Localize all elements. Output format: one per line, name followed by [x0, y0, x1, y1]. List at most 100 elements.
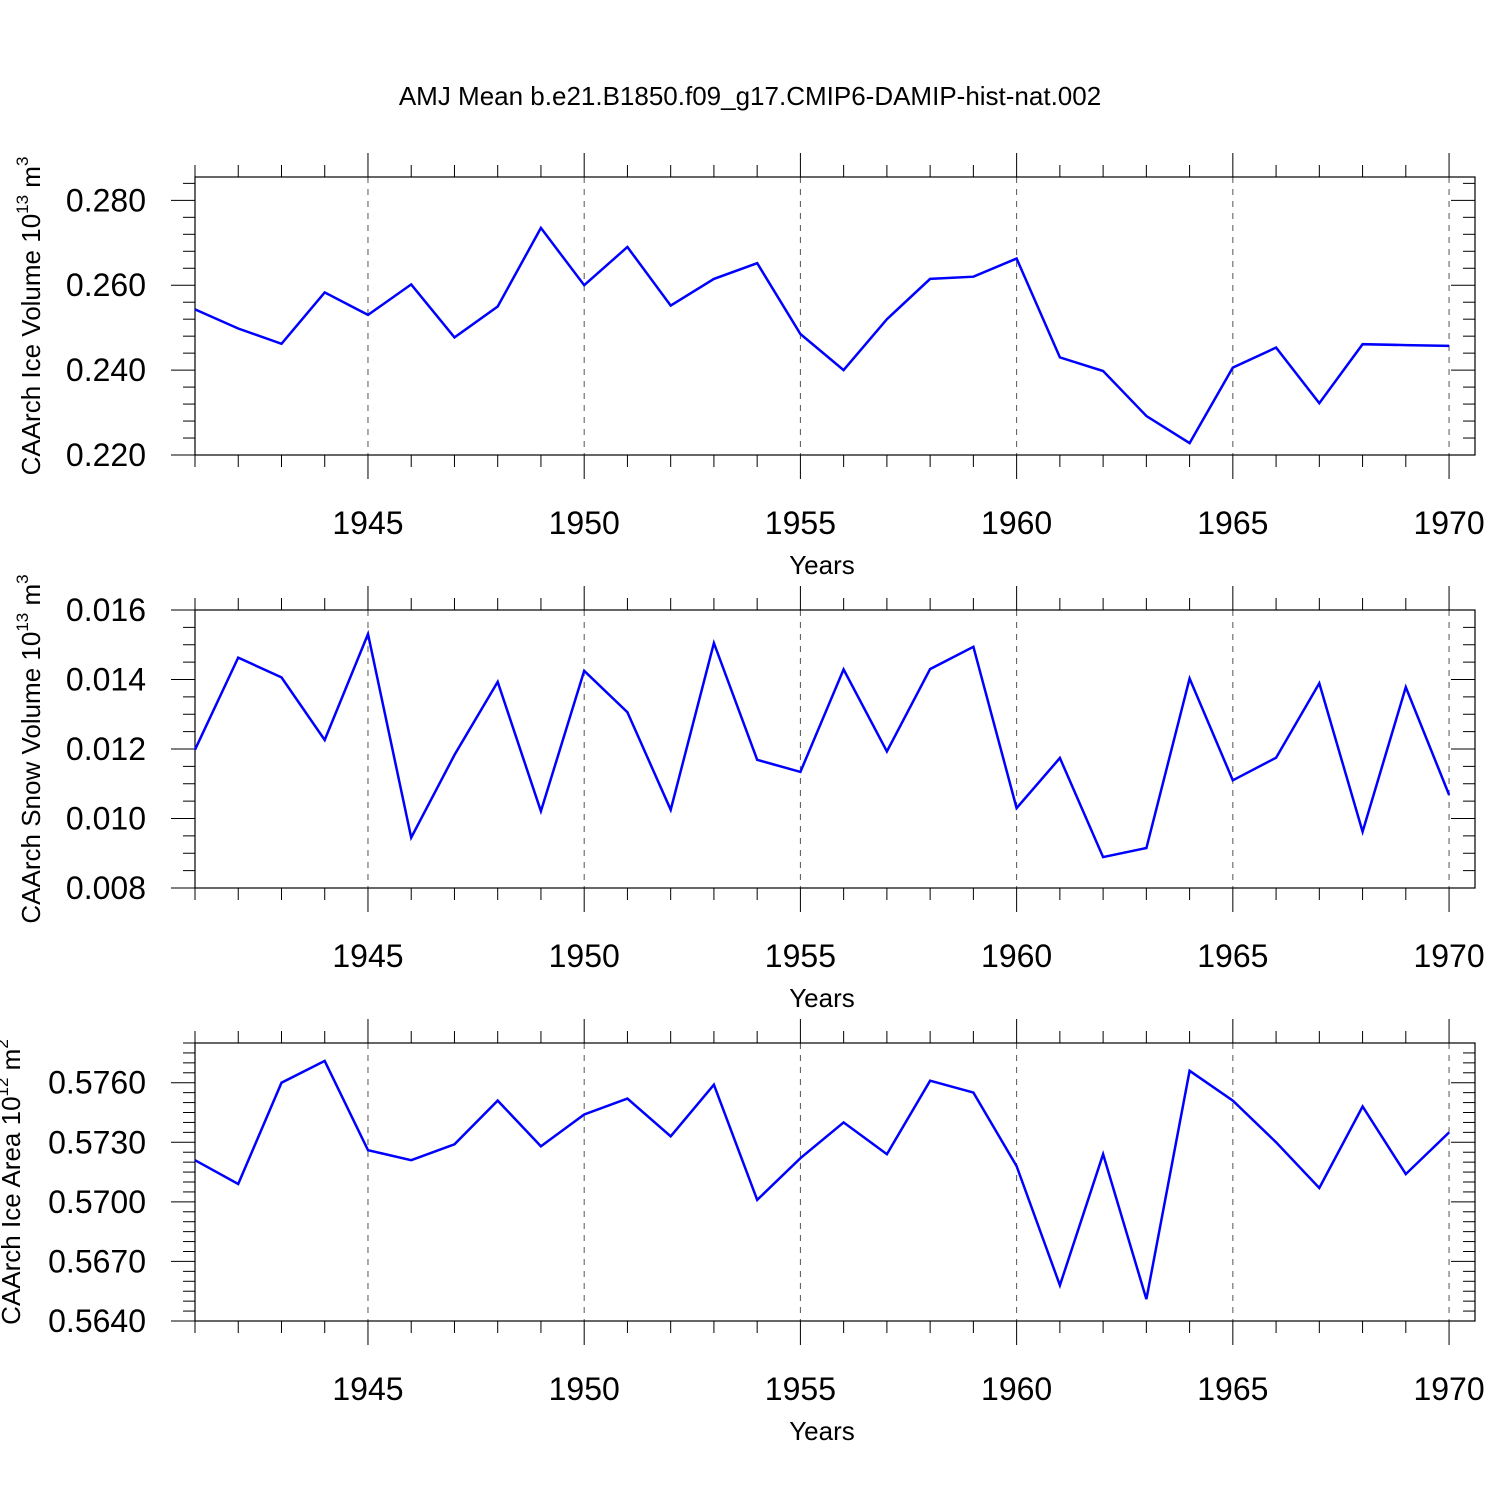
data-point — [1015, 806, 1019, 810]
data-point — [1144, 414, 1148, 418]
y-axis-label-unit-exponent: 3 — [13, 574, 32, 583]
data-point — [712, 277, 716, 281]
y-tick-label: 0.260 — [66, 267, 146, 303]
data-point — [1058, 1283, 1062, 1287]
data-point — [1188, 676, 1192, 680]
series-line — [193, 629, 1451, 859]
data-point — [669, 808, 673, 812]
data-point — [1404, 343, 1408, 347]
data-point — [496, 304, 500, 308]
x-tick-label: 1945 — [332, 505, 403, 541]
data-point — [842, 368, 846, 372]
data-point — [366, 313, 370, 317]
data-point — [842, 667, 846, 671]
data-point — [1058, 756, 1062, 760]
data-point — [323, 738, 327, 742]
data-point — [236, 327, 240, 331]
data-point — [1361, 342, 1365, 346]
data-point — [971, 275, 975, 279]
y-axis-label-unit: m — [16, 584, 46, 613]
data-point — [669, 304, 673, 308]
y-axis-label-exponent: 12 — [0, 1078, 12, 1097]
plot-frame — [194, 176, 1476, 456]
x-tick-label: 1960 — [981, 1371, 1052, 1407]
y-tick-label: 0.5730 — [48, 1124, 146, 1160]
data-point — [539, 809, 543, 813]
data-point — [236, 1182, 240, 1186]
data-point — [1361, 830, 1365, 834]
y-tick-label: 0.012 — [66, 731, 146, 767]
y-tick-label: 0.5670 — [48, 1243, 146, 1279]
y-tick-label: 0.280 — [66, 182, 146, 218]
data-point — [885, 317, 889, 321]
data-point — [1058, 355, 1062, 359]
data-point — [755, 261, 759, 265]
data-point — [452, 753, 456, 757]
data-point — [279, 1081, 283, 1085]
data-point — [885, 1152, 889, 1156]
data-point — [279, 675, 283, 679]
data-point — [366, 632, 370, 636]
data-point — [323, 1059, 327, 1063]
data-point — [1274, 346, 1278, 350]
data-point — [1231, 366, 1235, 370]
y-tick-label: 0.5760 — [48, 1065, 146, 1101]
y-axis-label-unit: m — [0, 1049, 26, 1078]
chart-title: AMJ Mean b.e21.B1850.f09_g17.CMIP6-DAMIP… — [399, 81, 1101, 111]
data-point — [1317, 1186, 1321, 1190]
x-tick-label: 1945 — [332, 938, 403, 974]
panel-3: 1945 1950 1955 1960 1965 1970 Years 0.5760 0.573… — [0, 1019, 1485, 1446]
data-point — [193, 1158, 197, 1162]
x-tick-label: 1955 — [765, 938, 836, 974]
y-axis-label-exponent: 13 — [13, 195, 32, 214]
x-tick-label: 1965 — [1197, 938, 1268, 974]
y-axis-label-unit-exponent: 3 — [13, 157, 32, 166]
data-point — [452, 1142, 456, 1146]
data-point — [1015, 256, 1019, 260]
x-axis-label: Years — [789, 983, 855, 1013]
series-line — [194, 1059, 1450, 1300]
data-point — [755, 758, 759, 762]
data-point — [1274, 756, 1278, 760]
data-point — [971, 1091, 975, 1095]
x-tick-label: 1970 — [1413, 938, 1484, 974]
data-point — [366, 1148, 370, 1152]
x-tick-label: 1945 — [332, 1371, 403, 1407]
plot-frame — [194, 609, 1476, 889]
y-tick-label: 0.014 — [66, 662, 146, 698]
data-point — [1231, 1099, 1235, 1103]
data-point — [409, 282, 413, 286]
y-axis-label-unit: m — [16, 166, 46, 195]
y-axis-label-unit-exponent: 2 — [0, 1039, 12, 1048]
data-point — [193, 307, 197, 311]
y-tick-label: 0.010 — [66, 801, 146, 837]
y-axis-label: CAArch Ice Volume 1013 m3 — [13, 157, 46, 476]
plot-frame — [194, 1042, 1476, 1322]
data-point — [625, 1097, 629, 1101]
data-point — [1188, 441, 1192, 445]
x-tick-label: 1950 — [549, 1371, 620, 1407]
data-point — [582, 283, 586, 287]
data-point — [1188, 1069, 1192, 1073]
data-point — [798, 1156, 802, 1160]
x-tick-label: 1965 — [1197, 1371, 1268, 1407]
data-point — [842, 1120, 846, 1124]
y-tick-label: 0.240 — [66, 352, 146, 388]
data-point — [1361, 1105, 1365, 1109]
y-tick-label: 0.008 — [66, 870, 146, 906]
x-tick-label: 1965 — [1197, 505, 1268, 541]
y-axis-label: CAArch Snow Volume 1013 m3 — [13, 574, 46, 923]
data-point — [885, 749, 889, 753]
data-point — [1101, 855, 1105, 859]
data-point — [625, 245, 629, 249]
data-point — [1231, 778, 1235, 782]
data-point — [496, 1099, 500, 1103]
data-point — [798, 332, 802, 336]
data-point — [539, 1144, 543, 1148]
data-point — [582, 669, 586, 673]
panel-2: 1945 1950 1955 1960 1965 1970 Years 0.016 0.014 0… — [13, 574, 1485, 1013]
data-point — [1404, 685, 1408, 689]
data-point — [625, 710, 629, 714]
data-point — [1317, 681, 1321, 685]
